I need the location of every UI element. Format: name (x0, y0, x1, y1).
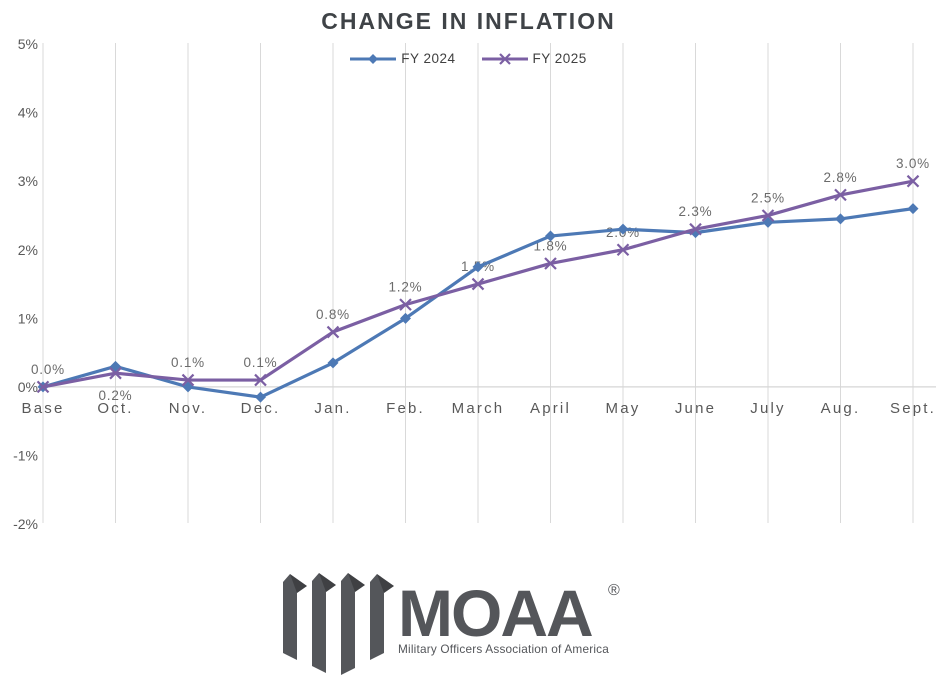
data-point-label: 0.0% (31, 362, 65, 377)
data-point-label: 0.1% (244, 355, 278, 370)
data-point-label: 0.1% (171, 355, 205, 370)
chart-legend: FY 2024 FY 2025 (0, 51, 937, 66)
fy2025-data-marker (326, 325, 340, 339)
registered-trademark-icon: ® (608, 582, 620, 599)
fy2025-data-marker (689, 222, 702, 236)
data-point-label: 3.0% (896, 156, 930, 171)
fy2025-data-marker (471, 277, 485, 291)
x-axis-tick-label: April (530, 400, 571, 417)
x-axis-tick-label: June (675, 400, 716, 417)
fy2025-data-marker (906, 174, 920, 188)
legend-item-fy2024: FY 2024 (350, 51, 455, 66)
logo-tagline: Military Officers Association of America (398, 642, 609, 656)
x-axis-tick-label: Oct. (97, 400, 133, 417)
fy2025-data-marker (399, 298, 412, 311)
x-axis-tick-label: Sept. (890, 400, 936, 417)
y-axis-tick-label: 0% (18, 379, 38, 395)
fy2025-data-marker (254, 373, 267, 387)
moaa-ribbon-fold (348, 573, 365, 592)
fy2024-legend-line-icon (350, 53, 397, 64)
moaa-ribbon-fold (377, 574, 394, 593)
x-axis-tick-label: Base (22, 400, 65, 417)
legend-label-fy2025: FY 2025 (532, 51, 587, 66)
moaa-ribbon-bar (312, 573, 336, 673)
fy2024-data-marker (907, 203, 919, 215)
fy2025-legend-line-icon (481, 52, 528, 65)
x-axis-tick-label: March (452, 400, 505, 417)
moaa-ribbons-icon (283, 573, 394, 675)
data-point-label: 2.5% (751, 190, 785, 205)
y-axis-tick-label: 4% (18, 105, 38, 121)
moaa-logo: MOAA ® Military Officers Association of … (283, 573, 620, 675)
fy2024-data-marker (545, 230, 556, 242)
fy2025-data-marker (36, 380, 50, 394)
fy2025-data-marker (109, 366, 122, 380)
x-axis-tick-label: Dec. (241, 400, 281, 417)
data-point-label: 1.2% (389, 280, 423, 295)
legend-sample-x-marker (498, 52, 511, 65)
logo-wordmark: MOAA (398, 576, 592, 650)
x-axis-tick-label: Jan. (314, 400, 351, 417)
x-axis-tick-label: July (750, 400, 785, 417)
fy2024-data-marker (255, 391, 266, 403)
x-axis-tick-label: May (606, 400, 641, 417)
fy2024-data-marker (400, 312, 411, 324)
legend-sample-diamond-marker (368, 53, 379, 64)
moaa-ribbon-fold (319, 573, 336, 592)
data-point-label: 2.3% (679, 204, 713, 219)
fy2025-data-marker (616, 243, 630, 257)
fy2024-data-marker (472, 261, 484, 273)
data-point-label: 2.8% (824, 170, 858, 185)
fy2024-data-marker (617, 223, 629, 235)
moaa-ribbon-bar (341, 573, 365, 675)
data-point-label: 0.8% (316, 307, 350, 322)
y-axis-tick-label: 2% (18, 242, 38, 258)
y-axis-tick-label: 3% (18, 173, 38, 189)
fy2025-data-marker (544, 257, 557, 270)
fy2025-data-marker (181, 373, 195, 387)
moaa-ribbon-bar (370, 574, 394, 660)
fy2024-data-marker (327, 357, 339, 369)
inflation-line-chart: 5% 4% 3% 2% 1% 0% -1% -2% Base Oct. Nov. Dec. Jan. Fe… (13, 36, 936, 532)
moaa-ribbon-bar (283, 574, 307, 660)
data-point-label: 0.2% (99, 388, 133, 403)
x-axis-tick-label: Feb. (386, 400, 425, 417)
y-axis-tick-label: -1% (13, 447, 38, 463)
legend-label-fy2024: FY 2024 (401, 51, 456, 66)
x-axis-tick-label: Nov. (169, 400, 208, 417)
fy2024-data-marker (835, 213, 846, 225)
y-axis-tick-label: -2% (13, 516, 38, 532)
x-axis-tick-label: Aug. (821, 400, 861, 417)
y-axis-tick-label: 5% (18, 36, 38, 52)
moaa-ribbon-fold (290, 574, 307, 593)
fy2025-data-marker (834, 188, 847, 202)
legend-item-fy2025: FY 2025 (481, 51, 587, 66)
chart-title: CHANGE IN INFLATION (321, 8, 616, 34)
data-point-label: 1.8% (534, 238, 568, 253)
fy2025-data-marker (761, 209, 775, 222)
y-axis-tick-label: 1% (18, 310, 38, 326)
